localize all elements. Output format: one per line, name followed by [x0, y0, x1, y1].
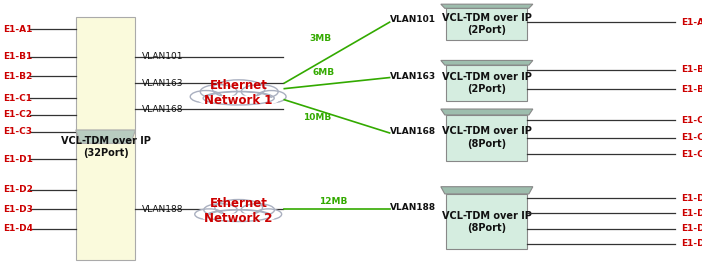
Ellipse shape: [241, 85, 278, 99]
FancyBboxPatch shape: [76, 17, 135, 260]
Text: E1-C2: E1-C2: [681, 133, 702, 142]
Ellipse shape: [204, 204, 237, 216]
Text: VLAN101: VLAN101: [390, 15, 437, 24]
Text: E1-A1: E1-A1: [681, 18, 702, 27]
Text: VLAN188: VLAN188: [390, 203, 437, 212]
Text: E1-B2: E1-B2: [681, 85, 702, 94]
Ellipse shape: [215, 199, 263, 216]
Ellipse shape: [256, 91, 286, 103]
Text: VLAN168: VLAN168: [142, 105, 183, 114]
Text: E1-C2: E1-C2: [4, 111, 32, 119]
Text: E1-D1: E1-D1: [681, 194, 702, 202]
Text: 3MB: 3MB: [309, 34, 331, 43]
Text: VLAN101: VLAN101: [142, 52, 183, 61]
Text: VLAN163: VLAN163: [390, 72, 437, 81]
Text: VLAN168: VLAN168: [390, 127, 437, 136]
Text: VCL-TDM over IP
(2Port): VCL-TDM over IP (2Port): [442, 13, 532, 35]
Polygon shape: [441, 109, 533, 115]
Ellipse shape: [255, 209, 282, 220]
Ellipse shape: [213, 80, 265, 98]
Text: 6MB: 6MB: [312, 68, 335, 77]
FancyBboxPatch shape: [446, 115, 527, 161]
Text: VCL-TDM over IP
(8Port): VCL-TDM over IP (8Port): [442, 211, 532, 233]
FancyBboxPatch shape: [446, 194, 527, 249]
Text: 12MB: 12MB: [319, 197, 347, 206]
Ellipse shape: [208, 209, 270, 222]
FancyBboxPatch shape: [446, 65, 527, 101]
Ellipse shape: [194, 209, 223, 220]
Text: VLAN188: VLAN188: [142, 205, 183, 214]
Ellipse shape: [203, 213, 274, 223]
Text: E1-D2: E1-D2: [4, 185, 34, 194]
Text: E1-D4: E1-D4: [4, 224, 34, 233]
Text: E1-C3: E1-C3: [681, 150, 702, 159]
Text: VCL-TDM over IP
(8Port): VCL-TDM over IP (8Port): [442, 127, 532, 149]
Text: E1-D3: E1-D3: [681, 224, 702, 233]
Text: E1-C1: E1-C1: [4, 94, 32, 103]
Text: E1-D2: E1-D2: [681, 209, 702, 218]
Text: E1-B1: E1-B1: [681, 65, 702, 74]
Polygon shape: [441, 60, 533, 65]
Text: E1-C1: E1-C1: [681, 116, 702, 125]
Polygon shape: [441, 187, 533, 194]
Text: E1-B1: E1-B1: [4, 52, 33, 61]
Text: E1-A1: E1-A1: [4, 25, 33, 34]
Text: Ethernet
Network 2: Ethernet Network 2: [204, 196, 273, 225]
FancyBboxPatch shape: [446, 8, 527, 40]
Ellipse shape: [199, 96, 278, 106]
Text: E1-C3: E1-C3: [4, 127, 32, 136]
Text: Ethernet
Network 1: Ethernet Network 1: [204, 79, 273, 107]
Ellipse shape: [204, 91, 273, 105]
Text: 10MB: 10MB: [303, 113, 331, 122]
Text: VCL-TDM over IP
(32Port): VCL-TDM over IP (32Port): [60, 136, 151, 158]
Text: E1-D1: E1-D1: [4, 155, 34, 164]
Ellipse shape: [241, 204, 274, 216]
Text: E1-D3: E1-D3: [4, 205, 34, 214]
Ellipse shape: [200, 85, 237, 99]
Polygon shape: [76, 130, 135, 143]
Ellipse shape: [209, 210, 268, 221]
Polygon shape: [441, 4, 533, 8]
Text: E1-B2: E1-B2: [4, 72, 33, 81]
Text: VCL-TDM over IP
(2Port): VCL-TDM over IP (2Port): [442, 72, 532, 94]
Ellipse shape: [206, 92, 271, 105]
Text: VLAN163: VLAN163: [142, 79, 183, 88]
Ellipse shape: [190, 91, 222, 103]
Text: E1-D4: E1-D4: [681, 239, 702, 248]
